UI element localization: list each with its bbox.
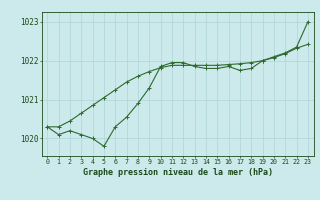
X-axis label: Graphe pression niveau de la mer (hPa): Graphe pression niveau de la mer (hPa) [83, 168, 273, 177]
